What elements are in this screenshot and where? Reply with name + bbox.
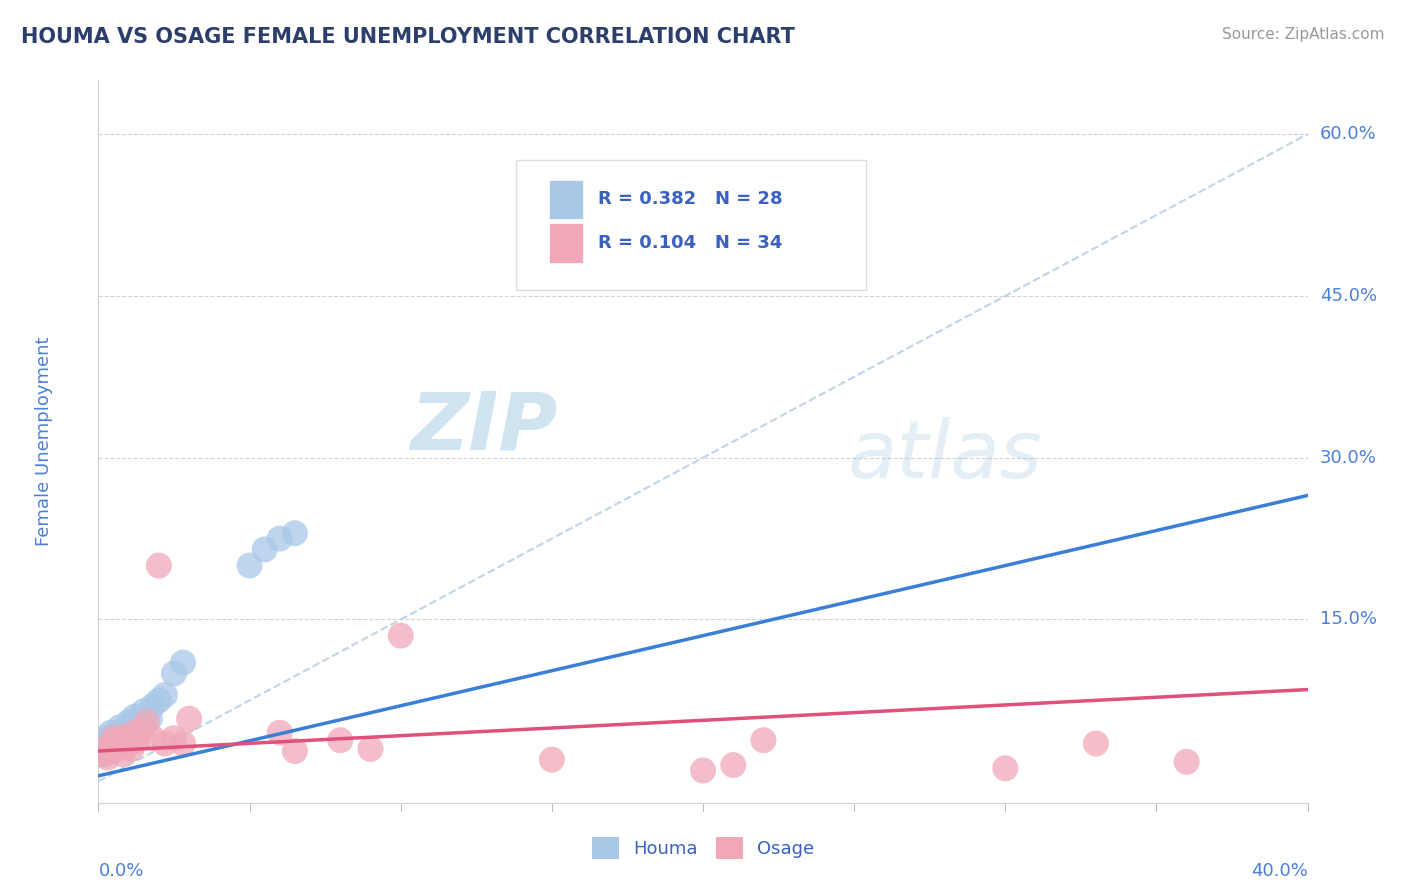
Point <box>135 714 157 729</box>
Point <box>93 742 115 756</box>
Point <box>114 725 136 739</box>
Point <box>269 725 291 739</box>
Point <box>172 656 194 670</box>
Point <box>994 761 1017 775</box>
Point <box>142 731 165 745</box>
Point <box>121 723 143 737</box>
Point <box>1175 755 1198 769</box>
Point <box>90 742 112 756</box>
Point <box>132 704 155 718</box>
Point <box>284 526 307 541</box>
Point <box>118 714 141 729</box>
Point <box>389 629 412 643</box>
Point <box>179 712 201 726</box>
Point <box>118 737 141 751</box>
Point <box>90 747 112 762</box>
Text: 0.0%: 0.0% <box>98 862 143 880</box>
Point <box>105 742 128 756</box>
Point <box>752 733 775 747</box>
Point <box>153 737 176 751</box>
Point <box>163 731 186 745</box>
Point <box>139 712 162 726</box>
Point <box>100 744 122 758</box>
Point <box>100 744 122 758</box>
Point <box>103 737 125 751</box>
Text: atlas: atlas <box>848 417 1043 495</box>
Text: Source: ZipAtlas.com: Source: ZipAtlas.com <box>1222 27 1385 42</box>
Point <box>723 758 745 772</box>
Point <box>148 558 170 573</box>
Point <box>269 532 291 546</box>
Point <box>103 733 125 747</box>
Point <box>253 542 276 557</box>
Text: 60.0%: 60.0% <box>1320 125 1376 144</box>
Point <box>93 747 115 762</box>
Point <box>172 737 194 751</box>
Point <box>132 723 155 737</box>
Legend: Houma, Osage: Houma, Osage <box>585 830 821 866</box>
Point <box>114 729 136 743</box>
Point <box>127 733 149 747</box>
Text: HOUMA VS OSAGE FEMALE UNEMPLOYMENT CORRELATION CHART: HOUMA VS OSAGE FEMALE UNEMPLOYMENT CORRE… <box>21 27 794 46</box>
Point <box>103 731 125 745</box>
Point <box>142 698 165 713</box>
Point <box>692 764 714 778</box>
Point <box>96 737 118 751</box>
Point <box>103 739 125 754</box>
Point <box>239 558 262 573</box>
Text: 30.0%: 30.0% <box>1320 449 1376 467</box>
Text: Female Unemployment: Female Unemployment <box>35 337 53 546</box>
Point <box>124 725 146 739</box>
Text: R = 0.382   N = 28: R = 0.382 N = 28 <box>598 191 782 209</box>
Point <box>540 753 562 767</box>
Text: 45.0%: 45.0% <box>1320 287 1376 305</box>
FancyBboxPatch shape <box>550 179 583 219</box>
Point <box>111 731 134 745</box>
Point <box>148 693 170 707</box>
Text: ZIP: ZIP <box>411 388 558 467</box>
Point <box>108 720 131 734</box>
Point <box>105 729 128 743</box>
Point <box>1085 737 1108 751</box>
Point <box>329 733 352 747</box>
Point <box>111 747 134 762</box>
Point <box>108 733 131 747</box>
FancyBboxPatch shape <box>516 160 866 290</box>
Text: R = 0.104   N = 34: R = 0.104 N = 34 <box>598 234 782 252</box>
Point <box>96 731 118 745</box>
Point <box>153 688 176 702</box>
Point <box>284 744 307 758</box>
Text: 15.0%: 15.0% <box>1320 610 1376 629</box>
Point <box>124 709 146 723</box>
Point <box>127 714 149 729</box>
FancyBboxPatch shape <box>550 223 583 263</box>
Text: 40.0%: 40.0% <box>1251 862 1308 880</box>
Point <box>163 666 186 681</box>
Point <box>96 750 118 764</box>
Point <box>360 742 382 756</box>
Point <box>121 742 143 756</box>
Point <box>100 725 122 739</box>
Point <box>108 737 131 751</box>
